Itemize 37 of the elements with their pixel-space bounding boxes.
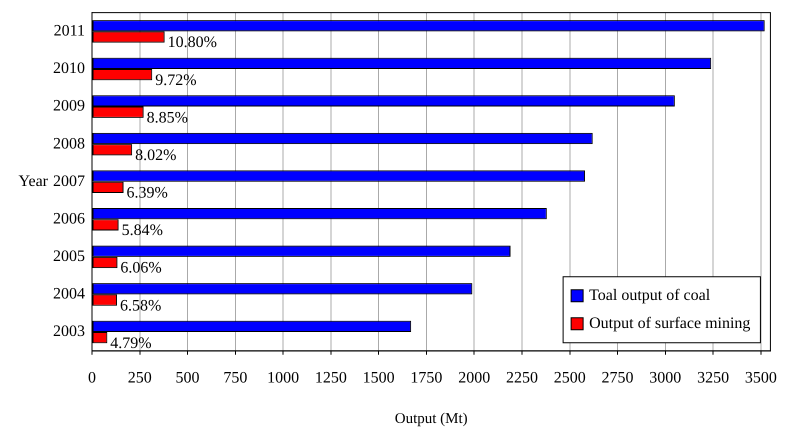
annotation: 6.06% bbox=[120, 260, 162, 277]
x-tick-label: 1000 bbox=[267, 370, 300, 387]
y-tick-label: 2006 bbox=[53, 210, 85, 228]
annotation: 5.84% bbox=[122, 222, 163, 240]
y-axis-title: Year bbox=[18, 172, 49, 190]
y-tick-label: 2008 bbox=[53, 135, 85, 152]
x-tick-label: 250 bbox=[128, 370, 152, 387]
x-tick-label: 500 bbox=[176, 370, 200, 387]
annotation: 4.79% bbox=[110, 334, 152, 352]
x-tick-label: 2500 bbox=[554, 370, 586, 387]
y-tick-label: 2010 bbox=[53, 60, 85, 78]
x-tick-label: 2250 bbox=[506, 370, 538, 387]
y-tick-label: 2009 bbox=[53, 98, 85, 115]
x-tick-label: 1250 bbox=[314, 370, 347, 387]
y-tick-label: 2005 bbox=[53, 248, 85, 266]
annotation: 8.02% bbox=[135, 146, 176, 164]
annotation: 6.39% bbox=[126, 184, 168, 202]
x-tick-label: 750 bbox=[223, 370, 248, 387]
x-tick-label: 2000 bbox=[458, 370, 490, 387]
annotation: 10.80% bbox=[168, 34, 217, 52]
x-tick-label: 3250 bbox=[697, 370, 730, 387]
x-tick-label: 3000 bbox=[649, 370, 682, 387]
y-tick-label: 2011 bbox=[54, 22, 85, 40]
x-tick-label: 1750 bbox=[410, 370, 442, 387]
annotation: 8.85% bbox=[146, 109, 188, 126]
legend-label: Toal output of coal bbox=[589, 287, 711, 304]
x-tick-label: 3500 bbox=[744, 370, 777, 387]
x-axis-title: Output (Mt) bbox=[394, 410, 468, 427]
y-tick-label: 2004 bbox=[53, 286, 85, 303]
y-tick-label: 2003 bbox=[53, 323, 85, 340]
y-tick-label: 2007 bbox=[53, 172, 85, 190]
annotation: 9.72% bbox=[155, 72, 197, 89]
x-tick-label: 1500 bbox=[362, 370, 395, 387]
annotation: 6.58% bbox=[120, 297, 162, 314]
x-tick-label: 2750 bbox=[602, 370, 634, 387]
legend-label: Output of surface mining bbox=[589, 315, 750, 332]
x-tick-label: 0 bbox=[88, 370, 96, 387]
